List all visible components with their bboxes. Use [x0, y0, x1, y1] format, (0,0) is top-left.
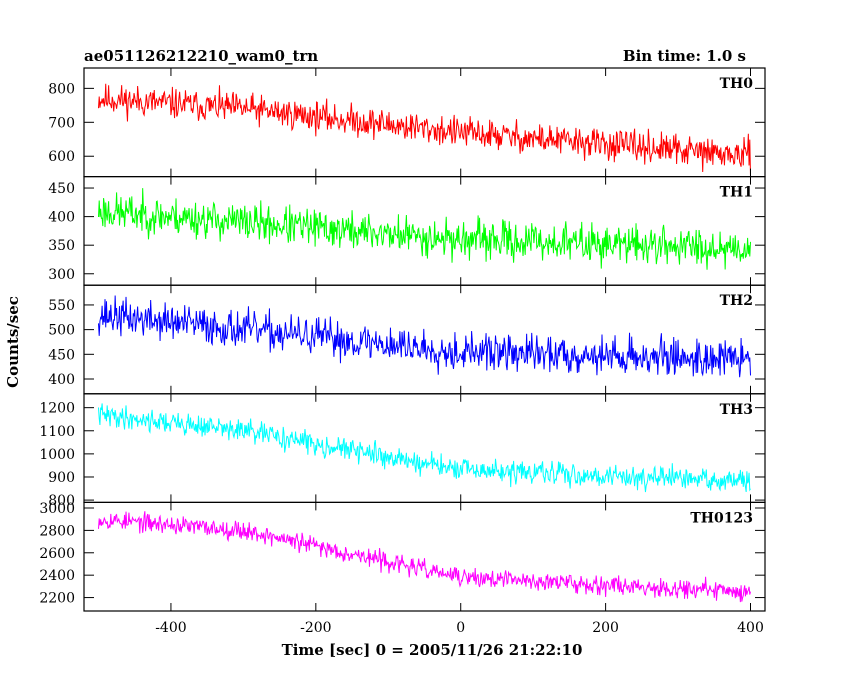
x-tick-label: -200 [300, 620, 331, 636]
y-tick-label: 400 [48, 210, 75, 226]
y-tick-label: 2400 [39, 568, 75, 584]
panels-group: TH0 600 700 800 TH1 300 350 400 450 TH2 400 450 500 5… [39, 67, 766, 612]
y-tick-label: 400 [48, 372, 75, 388]
y-tick-label: 2200 [39, 591, 75, 607]
panel-label-th1: TH1 [720, 185, 753, 201]
series-th1 [97, 188, 752, 270]
series-th2 [97, 295, 752, 378]
y-tick-label: 700 [48, 115, 75, 131]
y-tick-label: 3000 [39, 501, 75, 517]
panel-frame-th3 [83, 393, 766, 503]
y-tick-label: 450 [48, 347, 75, 363]
y-axis-label: Counts/sec [4, 296, 22, 388]
panel-th2: TH2 400 450 500 550 [48, 284, 766, 395]
x-axis: -400 -200 0 200 400 [155, 620, 764, 636]
y-tick-label: 500 [48, 323, 75, 339]
y-tick-label: 800 [48, 493, 75, 509]
panel-th0123: TH0123 2200 2400 2600 2800 3000 [39, 501, 766, 612]
y-tick-label: 450 [48, 181, 75, 197]
y-tick-label: 550 [48, 298, 75, 314]
y-tick-label: 2600 [39, 546, 75, 562]
plot-title: ae051126212210_wam0_trn [84, 47, 318, 65]
y-tick-label: 600 [48, 149, 75, 165]
panel-th0: TH0 600 700 800 [48, 67, 766, 178]
y-tick-label: 900 [48, 470, 75, 486]
y-tick-label: 1000 [39, 447, 75, 463]
series-th0123 [97, 511, 751, 603]
x-tick-label: -400 [155, 620, 186, 636]
x-tick-label: 200 [592, 620, 619, 636]
panel-label-th2: TH2 [720, 293, 753, 309]
series-th0 [97, 83, 752, 177]
panel-th3: TH3 800 900 1000 1100 1200 [39, 393, 766, 509]
y-tick-label: 350 [48, 238, 75, 254]
series-th3 [97, 403, 751, 493]
y-tick-label: 1200 [39, 401, 75, 417]
y-tick-label: 300 [48, 267, 75, 283]
panel-frame-th0123 [83, 501, 766, 612]
panel-label-th3: TH3 [720, 402, 753, 418]
x-axis-label: Time [sec] 0 = 2005/11/26 21:22:10 [282, 641, 583, 659]
y-tick-label: 800 [48, 81, 75, 97]
bin-time-label: Bin time: 1.0 s [623, 47, 746, 65]
panel-th1: TH1 300 350 400 450 [48, 176, 766, 286]
x-tick-label: 0 [456, 620, 465, 636]
x-tick-label: 400 [737, 620, 764, 636]
panel-label-th0: TH0 [720, 76, 754, 92]
y-tick-label: 1100 [39, 424, 75, 440]
panel-label-th0123: TH0123 [690, 510, 753, 526]
y-tick-label: 2800 [39, 523, 75, 539]
